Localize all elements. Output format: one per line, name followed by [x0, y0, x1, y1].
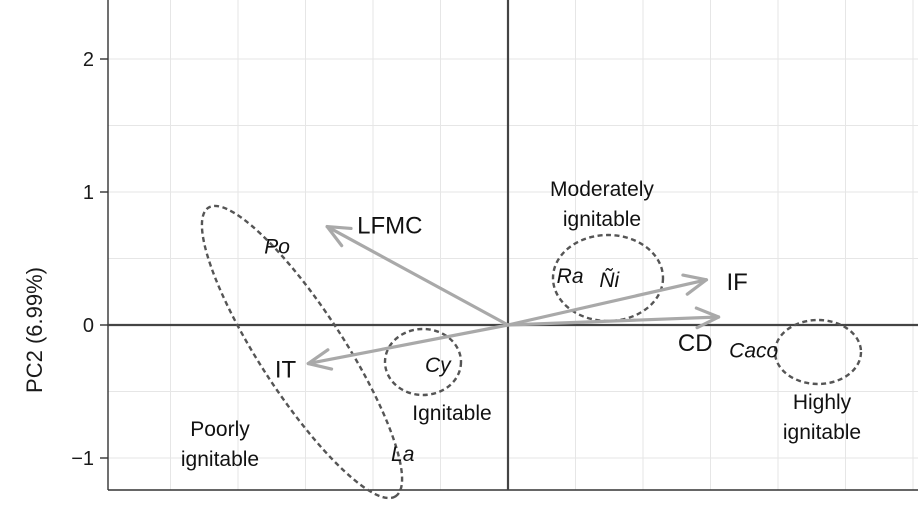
vector-label-cd: CD [678, 330, 713, 357]
species-label: Caco [729, 339, 778, 362]
group-ellipse [383, 327, 463, 397]
group-label: Moderately [550, 178, 654, 201]
y-tick-label: 1 [83, 182, 94, 204]
group-label: Highly [793, 391, 852, 414]
group-label: ignitable [181, 448, 259, 471]
axes: 2 1 0 −1 [71, 0, 918, 491]
vector-label-if: IF [726, 269, 747, 296]
y-tick-label: 0 [83, 315, 94, 337]
y-tick-label: 2 [83, 49, 94, 71]
labels: LFMC IF CD IT Po La Cy Ra Ñi Caco Poorly ignitable I… [181, 178, 861, 471]
vector-arrowhead [325, 224, 353, 248]
vector-label-lfmc: LFMC [357, 213, 422, 240]
vector-lfmc [325, 224, 510, 327]
group-ellipse [773, 318, 863, 386]
vector-arrowhead [681, 273, 709, 296]
loading-vectors [306, 224, 721, 371]
species-label: Ra [557, 265, 584, 288]
species-label: La [391, 443, 414, 466]
species-label: Cy [425, 354, 452, 377]
group-label: Ignitable [412, 402, 491, 425]
grid [108, 0, 918, 490]
group-label: ignitable [563, 208, 641, 231]
vector-it [306, 323, 510, 366]
group-label: ignitable [783, 421, 861, 444]
y-tick-label: −1 [71, 448, 94, 470]
group-label: Poorly [190, 418, 250, 441]
y-axis-title: PC2 (6.99%) [22, 267, 47, 393]
vector-arrowhead [694, 306, 721, 330]
species-label: Ñi [599, 268, 620, 292]
vector-cd [506, 315, 721, 327]
group-ellipse [200, 204, 404, 500]
vector-label-it: IT [275, 357, 297, 384]
vector-arrowhead [306, 348, 334, 371]
species-label: Po [264, 236, 290, 259]
vector-if [506, 278, 709, 327]
